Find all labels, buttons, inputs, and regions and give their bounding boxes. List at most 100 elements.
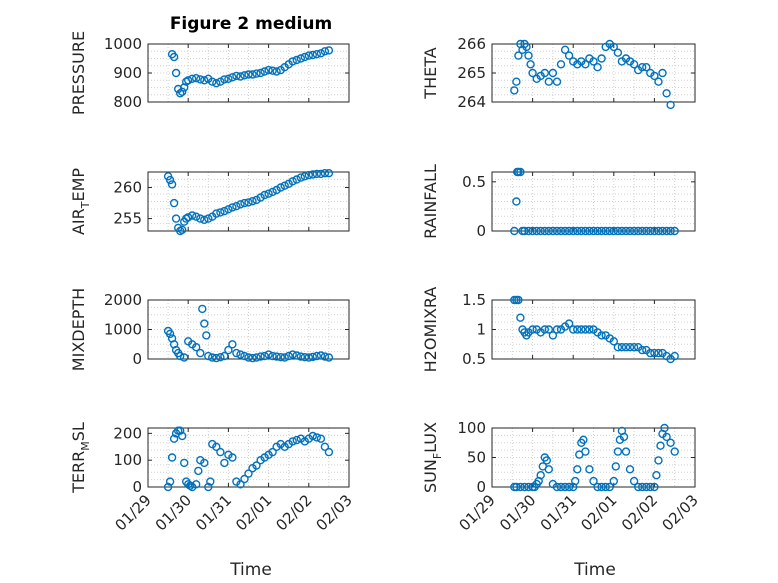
y-tick-label: 265 <box>457 64 486 82</box>
data-point <box>228 203 237 212</box>
data-point <box>597 331 606 340</box>
y-tick-label: 1000 <box>104 35 142 53</box>
data-point <box>666 438 675 447</box>
data-point <box>569 226 578 236</box>
data-point <box>593 482 602 492</box>
data-point <box>638 62 647 72</box>
y-tick-label: 266 <box>457 35 486 53</box>
data-point <box>167 453 177 462</box>
data-point <box>646 348 655 358</box>
data-point <box>660 423 669 433</box>
data-point <box>252 461 261 470</box>
data-point <box>204 351 213 361</box>
data-point <box>581 447 590 456</box>
data-point <box>520 226 529 236</box>
y-tick-label: 800 <box>113 93 142 111</box>
data-point <box>198 304 207 314</box>
y-tick-label: 200 <box>113 424 142 442</box>
data-point <box>179 458 189 468</box>
x-tick-label: 02/01 <box>232 491 275 534</box>
data-point <box>165 477 175 486</box>
data-point <box>183 76 193 85</box>
data-point <box>191 343 201 352</box>
data-point <box>556 60 566 69</box>
data-point <box>666 100 675 110</box>
data-point <box>256 352 265 361</box>
data-point <box>597 54 606 63</box>
data-point <box>240 198 249 208</box>
data-point <box>670 226 679 236</box>
data-point <box>169 198 179 208</box>
data-point <box>280 181 289 190</box>
data-point <box>308 170 317 179</box>
data-point <box>248 196 257 206</box>
data-point <box>560 226 570 236</box>
x-tick-label: 01/31 <box>192 491 235 534</box>
data-point <box>581 325 590 334</box>
data-point <box>585 226 594 236</box>
axes-box <box>147 427 350 488</box>
data-point <box>625 465 635 474</box>
data-point <box>312 169 321 179</box>
data-point <box>296 352 305 361</box>
data-point <box>593 62 602 72</box>
data-point <box>320 442 330 451</box>
data-point <box>216 353 225 362</box>
data-point <box>642 482 651 492</box>
data-point <box>194 466 203 476</box>
data-point <box>324 447 334 457</box>
data-point <box>613 447 623 456</box>
data-point <box>202 331 211 340</box>
data-point <box>228 340 237 349</box>
data-point <box>658 226 667 236</box>
data-point <box>224 205 233 214</box>
data-point <box>292 351 301 360</box>
y-tick-label: 260 <box>113 179 142 197</box>
y-axis-label: RAINFALL <box>421 164 440 239</box>
data-point <box>165 329 175 339</box>
x-tick-label: 02/03 <box>659 491 702 534</box>
rainfall-panel: 0 0.5 RAINFALL <box>421 164 696 240</box>
data-point <box>300 353 309 362</box>
data-point <box>536 226 545 236</box>
data-point <box>544 77 553 86</box>
data-point <box>236 480 245 489</box>
data-point <box>304 353 313 362</box>
data-point <box>320 352 330 361</box>
data-point <box>556 482 566 492</box>
data-point <box>560 482 570 492</box>
data-point <box>528 68 537 78</box>
data-point <box>601 482 610 492</box>
data-point <box>240 474 249 484</box>
data-point <box>638 482 647 492</box>
data-point <box>613 226 623 236</box>
y-tick-label: 255 <box>113 210 142 228</box>
data-point <box>300 172 309 181</box>
data-point <box>670 351 679 361</box>
data-point <box>312 50 321 59</box>
data-point <box>264 65 273 75</box>
data-point <box>552 226 562 236</box>
data-point <box>177 431 187 441</box>
data-point <box>200 458 209 468</box>
data-point <box>208 353 217 362</box>
data-point <box>552 325 562 334</box>
data-point <box>272 352 281 361</box>
data-point <box>564 51 574 60</box>
data-point <box>597 482 606 492</box>
data-point <box>288 177 297 186</box>
data-point <box>296 173 305 182</box>
data-point <box>571 476 580 486</box>
data-point <box>552 482 562 492</box>
data-point <box>191 212 201 221</box>
data-point <box>248 70 257 79</box>
data-point <box>621 226 631 236</box>
data-point <box>324 46 334 55</box>
data-point <box>324 353 334 362</box>
data-point <box>609 476 618 486</box>
data-point <box>629 226 639 236</box>
data-point <box>512 197 521 206</box>
data-point <box>662 89 671 98</box>
data-point <box>589 226 598 236</box>
x-tick-label: 01/30 <box>152 491 195 534</box>
